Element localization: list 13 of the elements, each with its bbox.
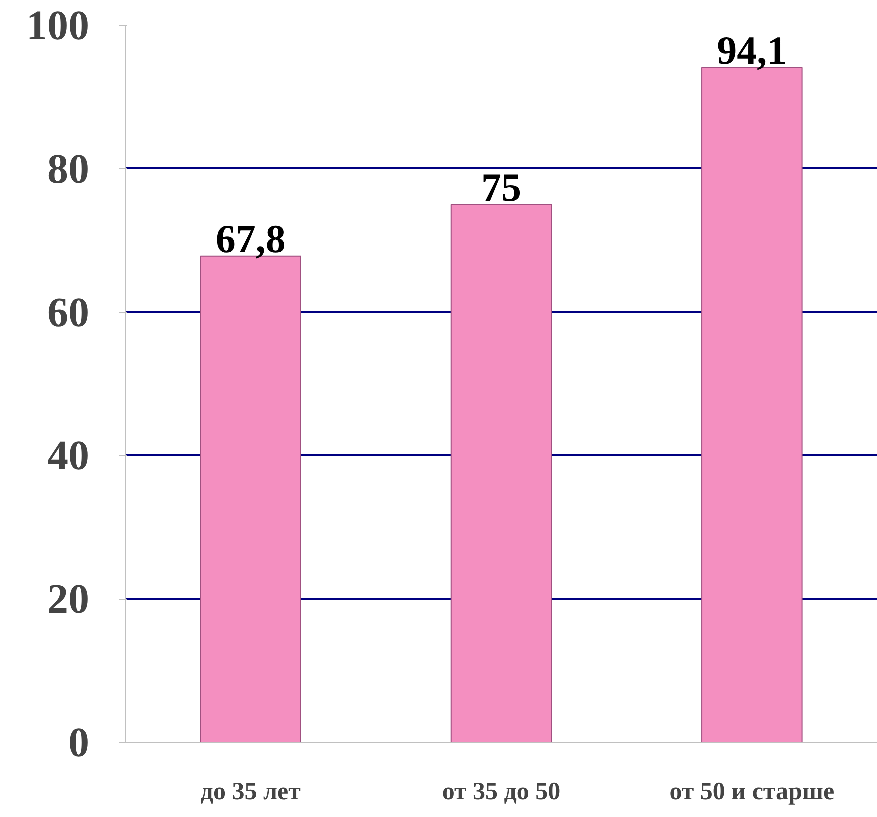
data-label: 94,1: [717, 28, 788, 73]
data-label: 75: [482, 164, 522, 210]
y-tick-label: 40: [48, 434, 90, 480]
y-tick-label: 20: [48, 577, 90, 624]
data-label: 67,8: [216, 216, 286, 262]
bar: [450, 204, 552, 742]
x-tick-label: от 35 до 50: [442, 778, 561, 806]
y-tick-label: 60: [48, 290, 90, 336]
x-tick-label: от 50 и старше: [670, 778, 835, 806]
x-tick-label: до 35 лет: [200, 778, 301, 806]
y-tick-label: 100: [26, 4, 90, 50]
y-tick-label: 80: [48, 146, 90, 193]
y-tick-label: 0: [68, 720, 90, 766]
